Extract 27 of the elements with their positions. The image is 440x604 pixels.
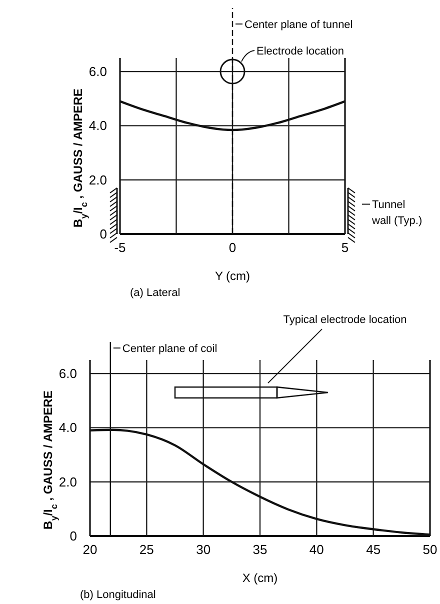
- text: Tunnel wall (Typ.): [371, 199, 422, 228]
- x-tick-label: -5: [114, 240, 126, 255]
- x-tick-label: 30: [196, 542, 211, 557]
- x-tick-label: 45: [366, 542, 381, 557]
- annotation: Electrode location: [256, 46, 344, 58]
- x-tick-label: 40: [309, 542, 324, 557]
- x-tick-label: 20: [82, 542, 98, 557]
- y-tick-label: 2.0: [88, 172, 107, 188]
- x-axis-title: Y (cm): [214, 269, 250, 283]
- text: (b) Longitudinal: [80, 589, 156, 601]
- x-tick-label: 0: [228, 240, 236, 255]
- text: (a) Lateral: [130, 287, 180, 299]
- y-tick-label: 4.0: [88, 118, 107, 134]
- y-tick-label: 2.0: [58, 474, 77, 490]
- ref-line-label: Center plane of coil: [122, 343, 218, 355]
- ref-line-label: Center plane of tunnel: [244, 19, 353, 31]
- y-tick-label: 6.0: [88, 64, 107, 80]
- x-tick-label: 35: [252, 542, 268, 557]
- x-axis-title: X (cm): [242, 571, 278, 585]
- x-tick-label: 5: [341, 240, 349, 255]
- x-tick-label: 25: [139, 542, 154, 557]
- y-tick-label: 6.0: [58, 366, 77, 382]
- y-tick-label: 0: [100, 226, 107, 242]
- text: Typical electrode location: [283, 314, 407, 326]
- y-tick-label: 0: [70, 528, 77, 544]
- x-tick-label: 50: [422, 542, 438, 557]
- y-tick-label: 4.0: [58, 420, 77, 436]
